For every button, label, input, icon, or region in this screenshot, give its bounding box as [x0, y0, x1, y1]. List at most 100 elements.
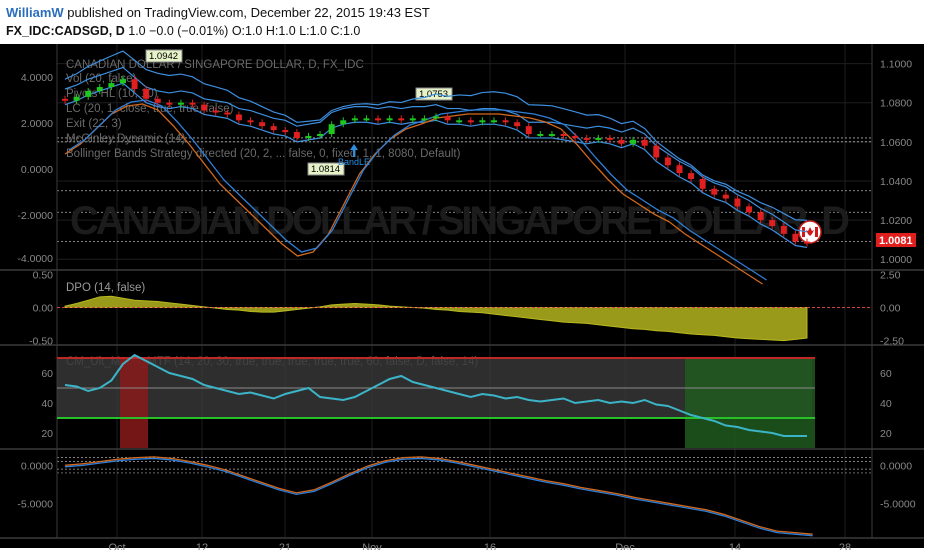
candle-body: [282, 130, 289, 133]
publish-line: WilliamW published on TradingView.com, D…: [6, 5, 430, 20]
x-tick-label: 16: [484, 542, 496, 550]
cm-line: [64, 353, 807, 437]
candle-body: [73, 96, 80, 101]
y-tick-label: 20: [880, 428, 892, 440]
candle-body: [375, 118, 382, 121]
cm-overbought-highlight: [120, 358, 148, 448]
candle-body: [595, 137, 602, 140]
dpo-label: DPO (14, false): [66, 282, 145, 294]
symbol-label: FX_IDC:CADSGD, D: [6, 24, 125, 38]
candle-body: [560, 134, 567, 136]
candle-body: [583, 137, 590, 140]
candle-body: [293, 132, 300, 138]
canada-flag-icon[interactable]: [798, 220, 822, 244]
publish-info: published on TradingView.com, December 2…: [67, 5, 430, 20]
legend-entry: LC (20, 1, close, true, true, false): [66, 103, 234, 115]
chart-background: [0, 44, 924, 548]
y-tick-label: -2.0000: [17, 210, 53, 222]
candle-body: [224, 112, 231, 115]
candle-body: [317, 134, 324, 136]
candle-body: [490, 120, 497, 123]
candle-body: [479, 120, 486, 123]
macd-orange-line: [64, 456, 813, 535]
x-tick-label: 21: [279, 542, 291, 550]
candle-body: [676, 165, 683, 174]
candle-body: [746, 206, 753, 213]
candle-body: [166, 102, 173, 105]
candle-body: [502, 120, 509, 123]
ohlc-label: O:1.0 H:1.0 L:1.0 C:1.0: [231, 24, 361, 38]
candle-body: [421, 118, 428, 121]
y-tick-label: 1.0800: [880, 98, 912, 110]
candle-body: [618, 139, 625, 144]
candle-body: [131, 79, 138, 89]
candle-body: [85, 90, 92, 97]
candle-body: [699, 179, 706, 189]
candle-body: [328, 124, 335, 134]
candle-body: [548, 134, 555, 136]
main-title: CANADIAN DOLLAR / SINGAPORE DOLLAR, D, F…: [66, 59, 364, 71]
candle-body: [514, 122, 521, 127]
y-tick-label: 1.0400: [880, 176, 912, 188]
y-tick-label: 2.50: [880, 269, 901, 281]
candle-body: [537, 134, 544, 136]
y-tick-label: 0.0000: [21, 164, 53, 176]
svg-text:1.0814: 1.0814: [311, 164, 340, 175]
candle-body: [247, 120, 254, 123]
candle-body: [201, 104, 208, 111]
candle-body: [433, 116, 439, 119]
y-tick-label: -2.50: [880, 336, 904, 348]
bollinger-upper-line: [64, 50, 808, 221]
candle-body: [143, 89, 150, 99]
bollinger-middle-line: [64, 66, 808, 233]
y-tick-label: 2.0000: [21, 118, 53, 130]
candle-body: [769, 220, 776, 226]
legend-entry: Bollinger Bands Strategy directed (20, 2…: [66, 148, 461, 160]
y-tick-label: 1.1000: [880, 59, 912, 71]
band-entry-marker: BandLE: [338, 144, 370, 167]
pivot-label: 1.0942: [145, 49, 183, 63]
candle-body: [688, 173, 695, 179]
candle-body: [154, 98, 161, 103]
candle-body: [630, 139, 637, 144]
y-tick-label: 40: [41, 398, 53, 410]
candle-body: [653, 145, 660, 158]
author-name[interactable]: WilliamW: [6, 5, 64, 20]
candle-body: [734, 198, 741, 207]
candle-body: [525, 126, 532, 134]
y-tick-label: 0.50: [33, 269, 54, 281]
x-tick-label: 14: [729, 542, 741, 550]
x-tick-label: Nov: [362, 542, 382, 550]
macd-overlay-orange-line: [64, 103, 763, 285]
y-tick-label: -5.0000: [17, 499, 53, 511]
candle-body: [792, 233, 799, 242]
candle-body: [641, 139, 648, 146]
candle-body: [62, 98, 68, 101]
candle-body: [409, 118, 416, 121]
candle-body: [804, 241, 810, 244]
y-tick-label: 40: [880, 398, 892, 410]
change-label: 1.0 −0.0 (−0.01%): [128, 24, 229, 38]
candle-body: [305, 135, 312, 138]
candle-body: [398, 118, 405, 121]
candle-body: [363, 118, 370, 121]
candle-body: [340, 120, 347, 125]
y-tick-label: -4.0000: [17, 253, 53, 265]
candle-body: [270, 126, 277, 131]
x-tick-label: 28: [839, 542, 851, 550]
legend-entry: McGinley Dynamic (14): [66, 133, 186, 145]
candle-body: [259, 122, 266, 127]
candle-body: [456, 120, 463, 123]
svg-text:1.0081: 1.0081: [879, 235, 913, 247]
y-tick-label: 20: [41, 428, 53, 440]
y-tick-label: 1.0200: [880, 215, 912, 227]
y-tick-label: 0.00: [880, 303, 901, 315]
macd-blue-line: [64, 457, 813, 537]
x-tick-label: Dec: [615, 542, 635, 550]
candle-body: [664, 157, 671, 166]
chart-canvas[interactable]: CANADIAN DOLLAR / SINGAPORE DOLLAR, D CA…: [0, 44, 932, 550]
y-tick-label: 4.0000: [21, 72, 53, 84]
y-tick-label: 0.0000: [880, 460, 912, 472]
candle-body: [189, 102, 196, 105]
y-tick-label: -0.50: [29, 336, 53, 348]
